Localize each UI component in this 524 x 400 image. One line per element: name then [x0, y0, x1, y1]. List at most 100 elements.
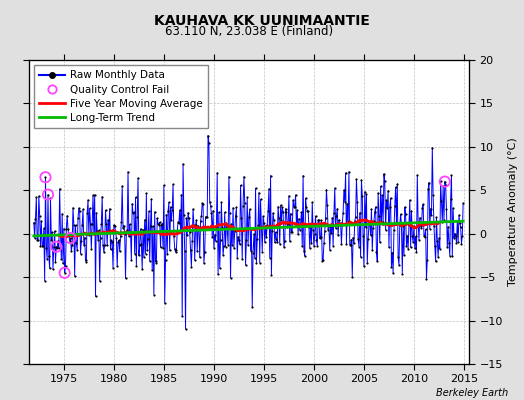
Point [430, 222, 438, 229]
Point [445, 240, 453, 246]
Point [376, 239, 384, 246]
Y-axis label: Temperature Anomaly (°C): Temperature Anomaly (°C) [508, 138, 518, 286]
Point [380, 171, 388, 177]
Point [364, 236, 373, 242]
Point [325, 223, 333, 229]
Point [294, 216, 303, 222]
Point [211, 238, 220, 244]
Point [158, 220, 167, 227]
Legend: Raw Monthly Data, Quality Control Fail, Five Year Moving Average, Long-Term Tren: Raw Monthly Data, Quality Control Fail, … [34, 65, 209, 128]
Point [160, 300, 169, 306]
Point [122, 275, 130, 282]
Point [331, 185, 339, 191]
Point [419, 201, 428, 208]
Point [101, 207, 110, 213]
Point [439, 183, 447, 189]
Point [112, 234, 121, 241]
Point [448, 253, 456, 259]
Point [231, 228, 239, 234]
Point [52, 244, 61, 250]
Point [110, 222, 118, 228]
Point [345, 168, 353, 175]
Point [418, 205, 427, 211]
Point [73, 246, 81, 253]
Point [121, 230, 129, 237]
Point [359, 233, 367, 239]
Point [114, 239, 122, 246]
Point [56, 186, 64, 192]
Point [126, 229, 135, 236]
Point [205, 139, 213, 146]
Point [107, 237, 116, 244]
Point [215, 265, 224, 271]
Point [208, 234, 216, 240]
Point [432, 214, 441, 221]
Point [335, 222, 344, 228]
Point [91, 293, 100, 300]
Point [397, 221, 406, 228]
Point [423, 256, 431, 263]
Point [311, 231, 319, 237]
Point [64, 226, 72, 232]
Point [280, 244, 288, 250]
Point [196, 218, 205, 224]
Point [95, 278, 104, 284]
Point [411, 233, 420, 240]
Point [82, 259, 91, 265]
Point [398, 270, 407, 277]
Point [202, 214, 211, 220]
Point [395, 262, 403, 268]
Point [166, 204, 174, 210]
Point [223, 224, 232, 231]
Point [176, 207, 184, 213]
Point [238, 256, 246, 262]
Point [443, 244, 452, 250]
Point [305, 245, 314, 251]
Point [269, 210, 277, 216]
Point [179, 161, 187, 167]
Point [308, 199, 316, 206]
Point [346, 242, 355, 249]
Point [235, 241, 244, 248]
Point [70, 273, 79, 280]
Point [92, 210, 101, 216]
Point [276, 202, 285, 208]
Point [390, 227, 398, 234]
Point [310, 243, 318, 249]
Point [210, 245, 218, 251]
Point [137, 240, 146, 247]
Point [31, 216, 40, 222]
Point [447, 172, 456, 179]
Point [181, 326, 190, 332]
Point [328, 229, 336, 236]
Point [331, 225, 340, 231]
Point [292, 223, 301, 229]
Point [414, 219, 422, 225]
Point [343, 201, 352, 207]
Point [152, 260, 160, 266]
Point [290, 204, 299, 210]
Point [84, 197, 92, 203]
Point [106, 246, 115, 252]
Point [194, 223, 202, 229]
Point [185, 228, 194, 235]
Point [288, 229, 297, 235]
Point [356, 210, 364, 216]
Point [33, 237, 41, 243]
Point [109, 264, 117, 271]
Point [66, 238, 74, 244]
Point [405, 222, 413, 228]
Point [431, 242, 439, 249]
Point [305, 223, 313, 230]
Point [201, 214, 210, 220]
Point [211, 232, 219, 238]
Point [438, 198, 446, 204]
Point [71, 222, 80, 229]
Point [246, 247, 255, 254]
Point [281, 206, 290, 212]
Point [307, 221, 315, 228]
Point [228, 242, 236, 248]
Point [441, 178, 449, 185]
Point [89, 192, 97, 198]
Point [195, 225, 203, 231]
